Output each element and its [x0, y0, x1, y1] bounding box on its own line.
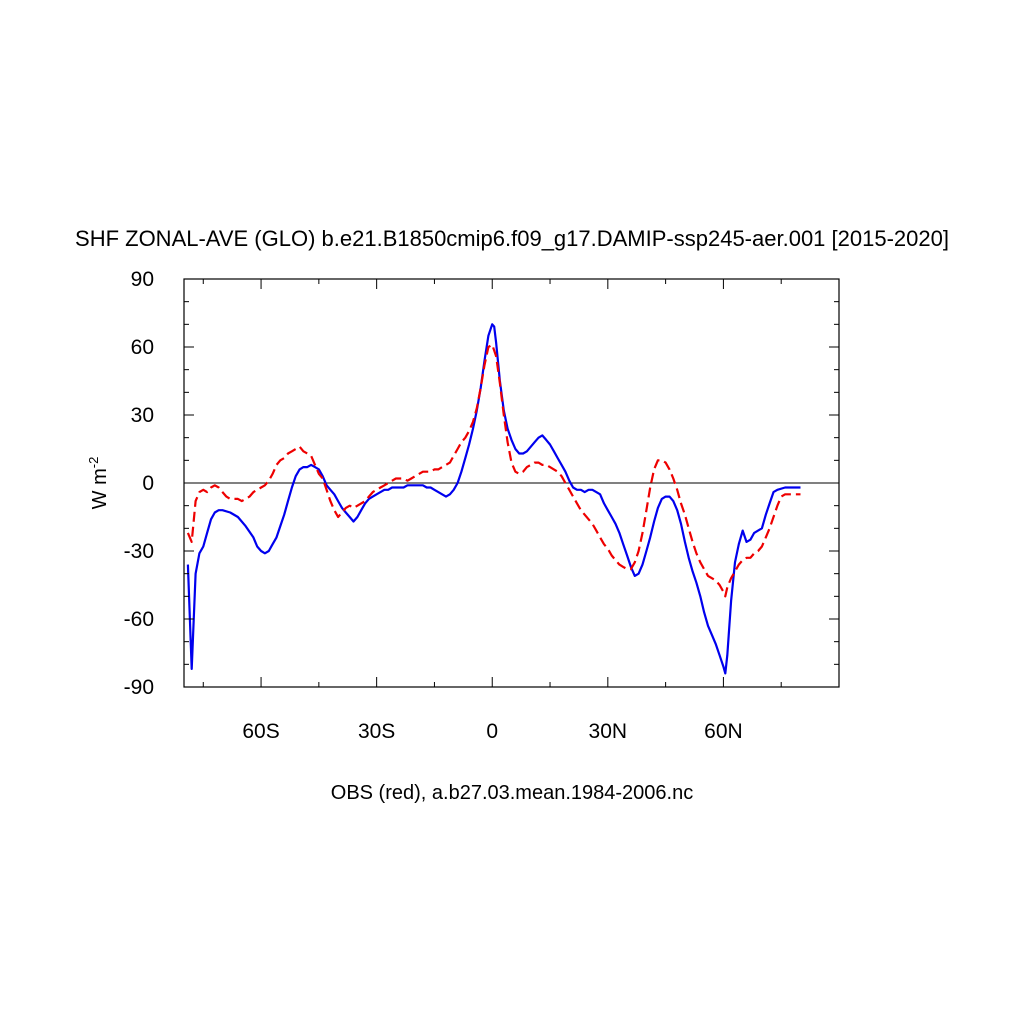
x-tick-label: 60S — [242, 720, 279, 743]
x-tick-label: 30N — [589, 720, 628, 743]
y-axis-label-exponent: -2 — [86, 457, 101, 469]
y-axis-label: W m-2 — [86, 457, 111, 510]
x-tick-label: 30S — [358, 720, 395, 743]
chart-footer-note: OBS (red), a.b27.03.mean.1984-2006.nc — [331, 782, 693, 804]
y-tick-label: -90 — [124, 676, 154, 699]
x-axis-group: 60S 30S 0 30N 60N — [202, 279, 840, 743]
y-tick-label: 0 — [142, 472, 154, 495]
x-tick-label: 60N — [704, 720, 743, 743]
y-axis-group: 90 60 30 0 -30 -60 -90 — [124, 268, 839, 699]
y-tick-label: 60 — [131, 336, 154, 359]
y-tick-label: 30 — [131, 404, 154, 427]
x-tick-label: 0 — [486, 720, 498, 743]
y-axis-label-base: W m — [89, 468, 111, 509]
y-tick-label: 90 — [131, 268, 154, 291]
series-line-2 — [186, 343, 801, 598]
y-tick-label: -30 — [124, 540, 154, 563]
series-group — [186, 323, 801, 675]
chart-title: SHF ZONAL-AVE (GLO) b.e21.B1850cmip6.f09… — [75, 226, 949, 251]
y-tick-label: -60 — [124, 608, 154, 631]
series-line-1 — [186, 323, 801, 675]
